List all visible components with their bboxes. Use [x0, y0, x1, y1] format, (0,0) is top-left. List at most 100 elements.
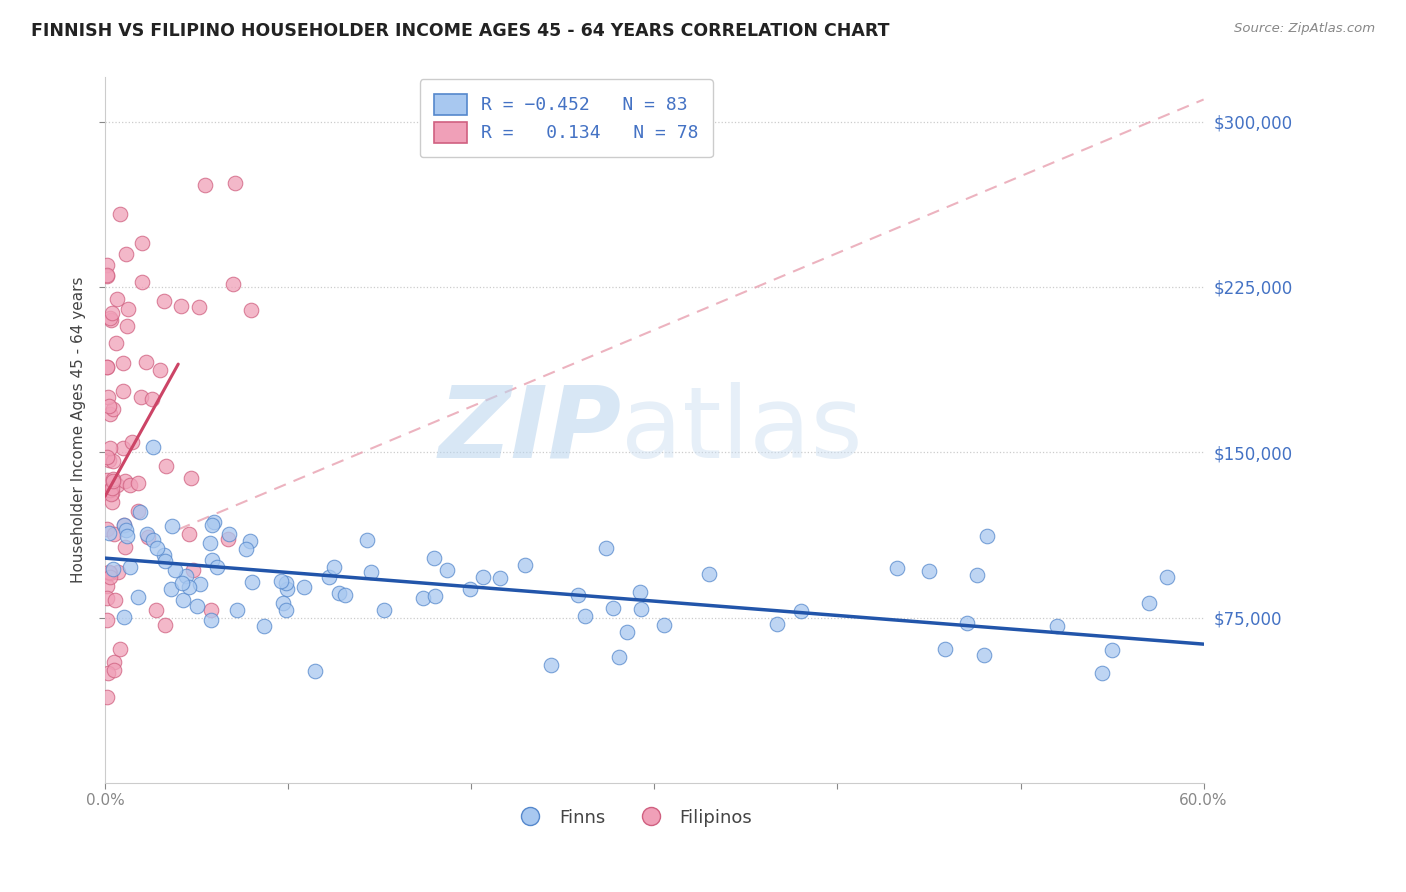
Point: [96, 268, 118, 282]
Point: [574, 609, 596, 624]
Point: [114, 474, 136, 488]
Point: [567, 589, 589, 603]
Point: [114, 247, 136, 261]
Point: [115, 523, 138, 537]
Point: [98, 311, 121, 326]
Point: [201, 518, 224, 533]
Point: [98, 566, 121, 580]
Point: [153, 293, 176, 308]
Point: [100, 495, 122, 509]
Point: [160, 582, 183, 597]
Point: [100, 486, 122, 500]
Text: ZIP: ZIP: [439, 382, 621, 479]
Point: [105, 292, 128, 306]
Point: [697, 566, 720, 581]
Point: [101, 481, 124, 495]
Point: [471, 570, 494, 584]
Point: [595, 541, 617, 555]
Point: [458, 582, 481, 596]
Point: [170, 299, 193, 313]
Point: [652, 618, 675, 632]
Point: [96, 258, 118, 272]
Point: [886, 561, 908, 575]
Point: [172, 592, 194, 607]
Text: FINNISH VS FILIPINO HOUSEHOLDER INCOME AGES 45 - 64 YEARS CORRELATION CHART: FINNISH VS FILIPINO HOUSEHOLDER INCOME A…: [31, 22, 890, 40]
Point: [136, 530, 159, 544]
Point: [131, 235, 153, 250]
Point: [194, 178, 217, 193]
Point: [112, 518, 135, 533]
Point: [105, 477, 128, 491]
Point: [271, 596, 294, 610]
Y-axis label: Householder Income Ages 45 - 64 years: Householder Income Ages 45 - 64 years: [72, 277, 86, 583]
Point: [1101, 643, 1123, 657]
Point: [149, 363, 172, 377]
Point: [111, 356, 134, 370]
Point: [101, 454, 124, 468]
Point: [98, 566, 121, 580]
Point: [318, 570, 340, 584]
Point: [103, 474, 125, 488]
Point: [270, 574, 292, 588]
Point: [96, 690, 118, 704]
Point: [918, 564, 941, 578]
Point: [172, 576, 194, 591]
Point: [190, 576, 212, 591]
Point: [515, 558, 537, 572]
Point: [242, 574, 264, 589]
Point: [112, 517, 135, 532]
Point: [101, 472, 124, 486]
Point: [186, 599, 208, 613]
Point: [96, 359, 118, 374]
Point: [114, 540, 136, 554]
Point: [142, 440, 165, 454]
Point: [602, 601, 624, 615]
Point: [98, 399, 121, 413]
Point: [202, 515, 225, 529]
Point: [1156, 569, 1178, 583]
Point: [323, 560, 346, 574]
Point: [1091, 665, 1114, 680]
Point: [127, 475, 149, 490]
Point: [115, 529, 138, 543]
Point: [217, 532, 239, 546]
Point: [630, 602, 652, 616]
Point: [200, 613, 222, 627]
Point: [103, 401, 125, 416]
Point: [131, 390, 153, 404]
Point: [98, 526, 121, 541]
Point: [240, 303, 263, 318]
Point: [117, 301, 139, 316]
Point: [98, 483, 121, 498]
Point: [304, 664, 326, 678]
Point: [120, 478, 142, 492]
Point: [100, 313, 122, 327]
Point: [179, 580, 201, 594]
Point: [200, 552, 222, 566]
Point: [98, 407, 121, 421]
Point: [127, 504, 149, 518]
Point: [153, 553, 176, 567]
Point: [423, 551, 446, 566]
Point: [155, 458, 177, 473]
Point: [160, 518, 183, 533]
Point: [226, 602, 249, 616]
Point: [276, 575, 298, 590]
Point: [146, 541, 169, 556]
Point: [127, 591, 149, 605]
Point: [276, 603, 298, 617]
Point: [100, 306, 122, 320]
Point: [966, 567, 988, 582]
Point: [1137, 596, 1160, 610]
Point: [97, 665, 120, 680]
Point: [117, 318, 139, 333]
Point: [118, 560, 141, 574]
Point: [335, 588, 357, 602]
Point: [103, 655, 125, 669]
Point: [128, 505, 150, 519]
Point: [174, 568, 197, 582]
Point: [105, 335, 128, 350]
Point: [616, 625, 638, 640]
Point: [179, 527, 201, 541]
Point: [112, 441, 135, 455]
